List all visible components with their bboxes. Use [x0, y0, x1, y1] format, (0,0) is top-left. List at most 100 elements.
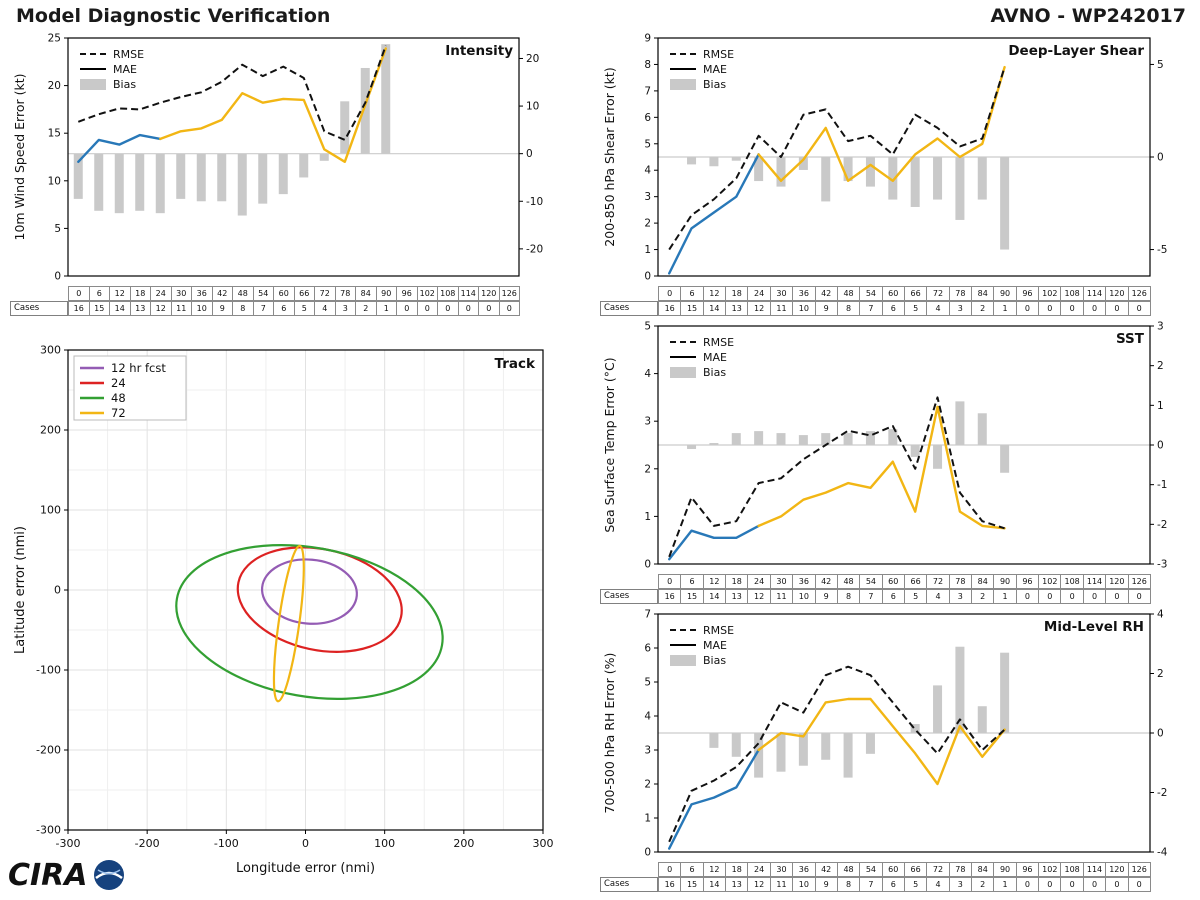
- time-tick-cell: 90: [993, 574, 1017, 589]
- cases-count-cell: 6: [881, 301, 905, 316]
- cases-count-cell: 11: [769, 589, 794, 604]
- cases-corner-spacer: [600, 862, 658, 877]
- cases-count-cell: 7: [859, 877, 883, 892]
- svg-text:9: 9: [644, 33, 651, 45]
- svg-text:4: 4: [644, 368, 651, 380]
- time-tick-cell: 114: [1082, 286, 1107, 301]
- cases-count-cell: 0: [1105, 301, 1129, 316]
- time-tick-cell: 12: [702, 574, 727, 589]
- svg-text:MAE: MAE: [703, 351, 727, 364]
- cases-count-cell: 0: [1015, 301, 1040, 316]
- shear-cases-table: 0 6 12 18 24 30 36 42 48 54 60 66 72 78 84 90 96 102 108 11…: [600, 286, 1190, 316]
- svg-text:8: 8: [644, 59, 651, 71]
- cira-logo-text: CIRA: [8, 858, 88, 893]
- svg-text:-5: -5: [1157, 244, 1167, 256]
- cases-count-cell: 0: [1082, 301, 1107, 316]
- cases-count-cell: 7: [859, 589, 883, 604]
- svg-text:MAE: MAE: [113, 63, 137, 76]
- cases-count-cell: 0: [1060, 589, 1084, 604]
- svg-text:0: 0: [644, 559, 651, 571]
- time-tick-cell: 84: [971, 574, 995, 589]
- cases-count-cell: 10: [792, 589, 816, 604]
- svg-text:Latitude error (nmi): Latitude error (nmi): [13, 526, 28, 654]
- svg-text:-10: -10: [526, 196, 543, 208]
- svg-text:Bias: Bias: [703, 654, 726, 667]
- time-tick-cell: 42: [814, 286, 838, 301]
- time-tick-cell: 120: [478, 286, 500, 301]
- track-chart: -300-300 -200 -200 -100 -100 0 0 100 100 200 200 30…: [13, 344, 554, 877]
- svg-text:3: 3: [644, 416, 651, 428]
- svg-text:20: 20: [526, 53, 539, 65]
- time-tick-cell: 90: [375, 286, 397, 301]
- time-tick-cell: 102: [416, 286, 438, 301]
- svg-text:3: 3: [1157, 321, 1164, 333]
- svg-text:5: 5: [54, 223, 61, 235]
- svg-text:4: 4: [644, 711, 651, 723]
- cases-count-cell: 9: [814, 589, 838, 604]
- svg-text:Bias: Bias: [113, 78, 136, 91]
- svg-text:3: 3: [644, 191, 651, 203]
- cases-count-cell: 0: [1060, 301, 1084, 316]
- svg-text:Sea Surface Temp Error (°C): Sea Surface Temp Error (°C): [602, 357, 617, 532]
- svg-text:1: 1: [644, 511, 651, 523]
- svg-text:Deep-Layer Shear: Deep-Layer Shear: [1008, 43, 1144, 59]
- svg-text:100: 100: [40, 504, 61, 517]
- cases-count-cell: 8: [836, 877, 861, 892]
- time-tick-cell: 0: [658, 574, 682, 589]
- cases-count-cell: 13: [725, 301, 749, 316]
- svg-text:4: 4: [1157, 609, 1164, 621]
- sst-cases-table: 0 6 12 18 24 30 36 42 48 54 60 66 72 78 84 90 96 102 108 11…: [600, 574, 1190, 604]
- cases-count-cell: 8: [836, 589, 861, 604]
- cases-count-cell: 6: [273, 301, 295, 316]
- cases-count-cell: 3: [948, 877, 973, 892]
- svg-text:700-500 hPa RH Error (%): 700-500 hPa RH Error (%): [602, 653, 617, 814]
- time-tick-cell: 66: [903, 862, 928, 877]
- cases-count-cell: 0: [1127, 589, 1151, 604]
- time-tick-cell: 30: [769, 862, 794, 877]
- cases-count-cell: 13: [129, 301, 151, 316]
- time-tick-cell: 36: [792, 862, 816, 877]
- cases-count-cell: 6: [881, 877, 905, 892]
- cases-count-cell: 4: [926, 877, 950, 892]
- cases-count-cell: 7: [859, 301, 883, 316]
- svg-text:20: 20: [48, 80, 61, 92]
- svg-text:1: 1: [1157, 400, 1164, 412]
- time-tick-cell: 78: [948, 862, 973, 877]
- time-tick-cell: 102: [1038, 286, 1062, 301]
- svg-text:1: 1: [644, 813, 651, 825]
- svg-text:12 hr fcst: 12 hr fcst: [111, 361, 166, 375]
- time-tick-cell: 18: [725, 286, 749, 301]
- svg-text:72: 72: [111, 406, 126, 420]
- svg-text:0: 0: [1157, 152, 1164, 164]
- cases-count-cell: 0: [1038, 301, 1062, 316]
- rh-chart: 0 1 2 3 4 5 6 7 4 2 0 -2 -4 RMSE MAE Bias Mid-Level RH 70…: [602, 609, 1168, 859]
- svg-text:0: 0: [302, 837, 309, 850]
- time-tick-cell: 24: [747, 286, 771, 301]
- time-tick-cell: 72: [314, 286, 336, 301]
- svg-text:-200: -200: [135, 837, 160, 850]
- svg-text:RMSE: RMSE: [703, 48, 734, 61]
- svg-text:4: 4: [644, 165, 651, 177]
- svg-text:RMSE: RMSE: [703, 624, 734, 637]
- svg-text:7: 7: [644, 609, 651, 621]
- svg-text:-300: -300: [56, 837, 81, 850]
- svg-text:-2: -2: [1157, 519, 1167, 531]
- cases-count-cell: 3: [948, 301, 973, 316]
- svg-text:200-850 hPa Shear Error (kt): 200-850 hPa Shear Error (kt): [602, 67, 617, 246]
- time-tick-cell: 84: [971, 862, 995, 877]
- svg-text:SST: SST: [1116, 331, 1145, 347]
- svg-text:0: 0: [54, 584, 61, 597]
- svg-text:300: 300: [40, 344, 61, 357]
- cases-count-cell: 2: [971, 301, 995, 316]
- mid-level-rh-panel: 0 1 2 3 4 5 6 7 4 2 0 -2 -4 RMSE MAE Bias Mid-Level RH 70…: [600, 606, 1190, 892]
- time-tick-cell: 60: [881, 286, 905, 301]
- cases-count-cell: 15: [88, 301, 110, 316]
- svg-text:25: 25: [48, 33, 61, 45]
- svg-text:5: 5: [644, 321, 651, 333]
- time-tick-cell: 120: [1105, 862, 1129, 877]
- time-tick-cell: 0: [658, 862, 682, 877]
- cases-count-cell: 10: [792, 301, 816, 316]
- svg-text:-200: -200: [36, 744, 61, 757]
- time-tick-cell: 60: [881, 574, 905, 589]
- cases-count-cell: 2: [355, 301, 377, 316]
